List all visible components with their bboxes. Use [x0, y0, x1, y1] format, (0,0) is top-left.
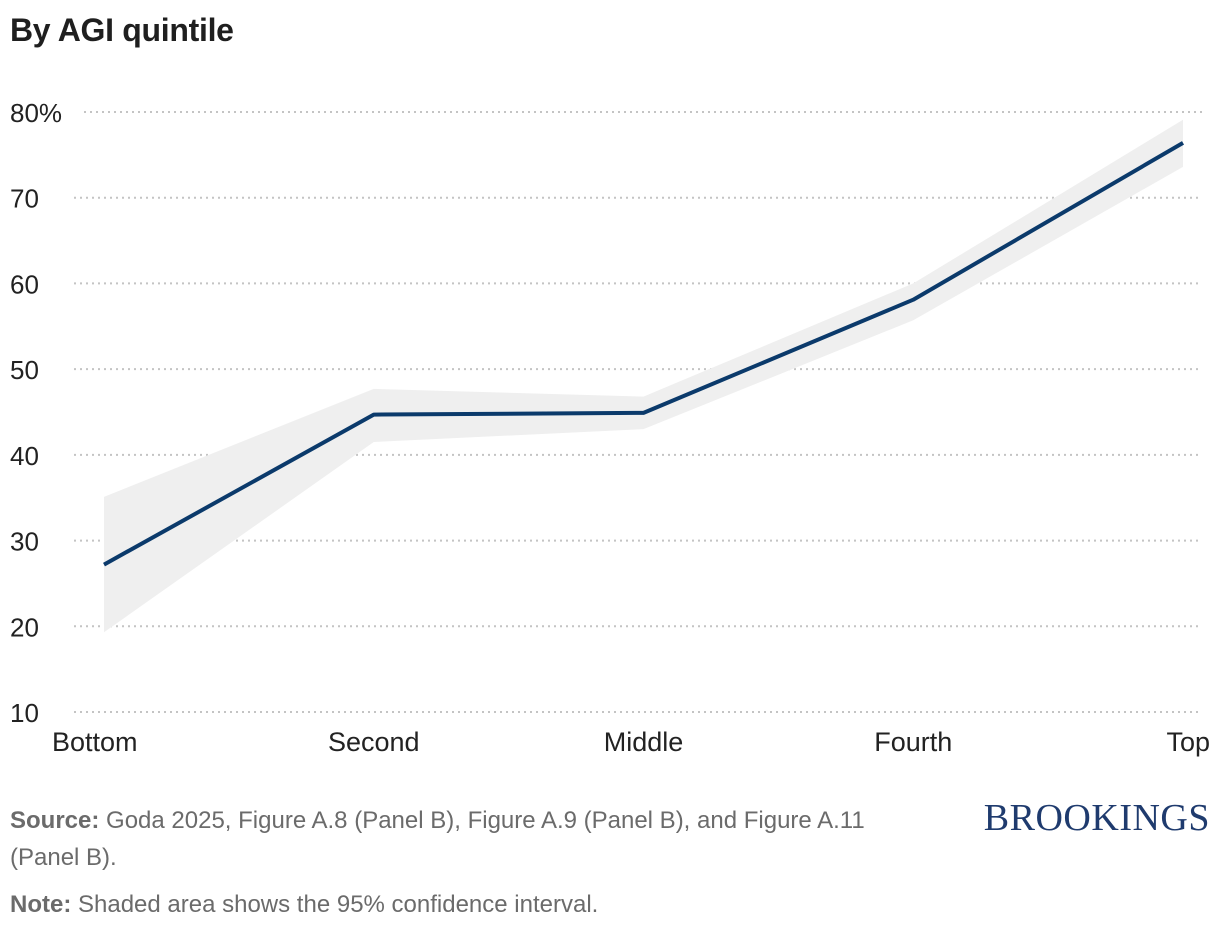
x-tick-label: Middle: [604, 727, 684, 757]
x-tick-label: Top: [1166, 727, 1210, 757]
brookings-logo: BROOKINGS: [983, 797, 1210, 839]
y-tick-label: 70: [10, 184, 39, 214]
y-tick-label: 80%: [10, 98, 62, 128]
y-tick-label: 20: [10, 612, 39, 642]
x-tick-label: Fourth: [874, 727, 952, 757]
source-text: Goda 2025, Figure A.8 (Panel B), Figure …: [10, 807, 865, 871]
note-label: Note:: [10, 891, 72, 918]
source-label: Source:: [10, 807, 100, 834]
y-tick-label: 10: [10, 698, 39, 728]
data-line: [103, 141, 1185, 567]
x-tick-label: Second: [328, 727, 420, 757]
confidence-band: [104, 119, 1183, 633]
y-tick-label: 60: [10, 269, 39, 299]
note-text: Shaded area shows the 95% confidence int…: [71, 891, 599, 918]
y-tick-label: 40: [10, 441, 39, 471]
chart-title: By AGI quintile: [10, 12, 234, 48]
line-chart: 10 20 30 40 50 60 70 80% Bottom Second Middle Four…: [10, 98, 1210, 757]
note: Note: Shaded area shows the 95% confiden…: [10, 886, 598, 923]
y-axis-ticks: 10 20 30 40 50 60 70 80%: [10, 98, 62, 728]
source-note: Source: Goda 2025, Figure A.8 (Panel B),…: [10, 802, 870, 876]
y-tick-label: 30: [10, 527, 39, 557]
x-tick-label: Bottom: [52, 727, 138, 757]
y-tick-label: 50: [10, 355, 39, 385]
x-axis-ticks: Bottom Second Middle Fourth Top: [52, 727, 1210, 757]
